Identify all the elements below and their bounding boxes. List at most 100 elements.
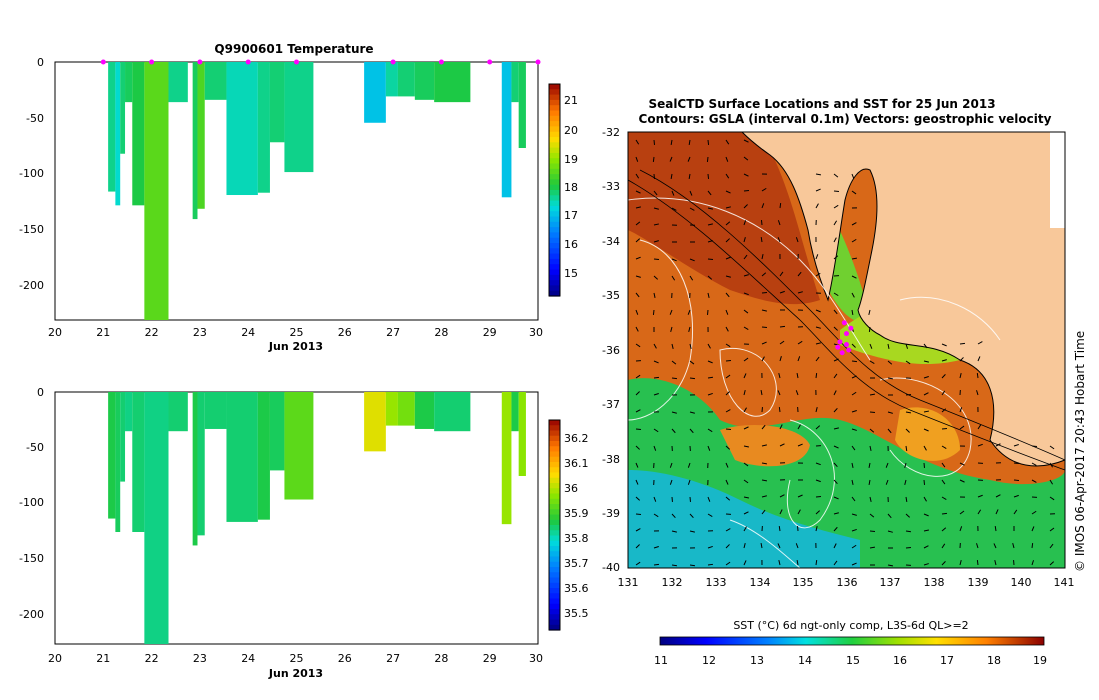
velocity-vector xyxy=(1013,444,1019,447)
profile-marker xyxy=(487,59,493,65)
colorbar-segment xyxy=(549,456,560,463)
colorbar-segment xyxy=(549,603,560,610)
velocity-vector xyxy=(887,377,894,380)
x-tick-label: 141 xyxy=(1054,576,1075,589)
colorbar-segment xyxy=(549,525,560,531)
velocity-vector xyxy=(994,525,997,532)
velocity-vector xyxy=(725,544,730,549)
velocity-vector xyxy=(669,462,673,468)
velocity-vector xyxy=(833,445,839,449)
velocity-vector xyxy=(707,563,714,566)
velocity-vector xyxy=(707,190,712,196)
colorbar-segment xyxy=(549,598,560,605)
velocity-vector xyxy=(725,326,729,332)
velocity-vector xyxy=(815,559,818,566)
colorbar-segment xyxy=(549,115,560,122)
velocity-vector xyxy=(653,207,659,210)
panel1-title: Q9900601 Temperature xyxy=(214,42,373,56)
velocity-vector xyxy=(815,356,820,362)
x-tick-label: 140 xyxy=(1011,576,1032,589)
velocity-vector xyxy=(707,207,713,210)
map-y-ticks: -32 -33 -34 -35 -36 -37 -38 -39 -40 xyxy=(602,126,620,574)
velocity-vector xyxy=(743,462,749,467)
velocity-vector xyxy=(976,559,979,566)
x-tick-label: 22 xyxy=(145,652,159,665)
velocity-vector xyxy=(671,343,674,349)
velocity-vector xyxy=(743,496,750,499)
x-tick-label: 30 xyxy=(529,326,543,339)
gsla-contours xyxy=(627,197,1001,569)
velocity-vector xyxy=(923,545,929,549)
colorbar-tick-label: 36 xyxy=(564,482,578,495)
velocity-vector xyxy=(993,543,997,549)
velocity-vector xyxy=(851,222,857,226)
colorbar-segment xyxy=(549,142,560,149)
colorbar-tick-label: 35.5 xyxy=(564,607,589,620)
velocity-vector xyxy=(653,275,659,280)
velocity-vector xyxy=(653,360,659,364)
velocity-vector xyxy=(725,206,731,209)
velocity-vector xyxy=(635,173,640,179)
velocity-vector xyxy=(725,496,731,501)
velocity-vector xyxy=(743,274,749,277)
colorbar-segment xyxy=(549,483,560,489)
seal-location-marker xyxy=(844,342,849,348)
velocity-vector xyxy=(669,479,673,485)
velocity-vector xyxy=(887,513,892,519)
velocity-vector xyxy=(635,238,641,243)
velocity-vector xyxy=(959,560,962,566)
velocity-vector xyxy=(868,479,871,486)
velocity-vector xyxy=(795,237,799,243)
velocity-vector xyxy=(885,462,889,468)
y-tick-label: 0 xyxy=(37,56,44,69)
velocity-vector xyxy=(815,510,821,515)
velocity-vector xyxy=(635,292,640,298)
colorbar-tick-label: 36.1 xyxy=(564,457,589,470)
y-tick-label: -34 xyxy=(602,235,620,248)
velocity-vector xyxy=(652,156,655,163)
velocity-vector xyxy=(725,462,729,468)
velocity-vector xyxy=(635,561,641,566)
velocity-vector xyxy=(653,393,659,396)
colorbar-segment xyxy=(549,137,560,143)
velocity-vector xyxy=(887,530,893,533)
x-tick-label: 139 xyxy=(968,576,989,589)
velocity-vector xyxy=(635,206,641,209)
velocity-vector xyxy=(777,543,781,549)
colorbar-tick-label: 20 xyxy=(564,124,578,137)
profile-cell xyxy=(226,62,258,196)
velocity-vector xyxy=(851,445,856,451)
velocity-vector xyxy=(635,221,641,226)
velocity-vector xyxy=(1031,542,1034,549)
velocity-vector xyxy=(887,360,893,365)
velocity-vector xyxy=(725,238,730,243)
velocity-vector xyxy=(707,445,711,451)
velocity-vector xyxy=(778,560,781,566)
colorbar-segment xyxy=(549,168,560,175)
velocity-vector xyxy=(635,496,641,501)
y-tick-label: -50 xyxy=(26,441,44,454)
velocity-vector xyxy=(635,445,640,450)
velocity-vector xyxy=(959,425,965,430)
y-tick-label: -37 xyxy=(602,398,620,411)
x-tick-label: 28 xyxy=(434,326,448,339)
profile-cell xyxy=(144,62,169,320)
velocity-vector xyxy=(707,240,713,243)
velocity-vector xyxy=(777,220,781,226)
x-tick-label: 134 xyxy=(750,576,771,589)
velocity-vector xyxy=(779,340,785,345)
x-tick-label: 23 xyxy=(193,652,207,665)
velocity-vector xyxy=(815,188,821,192)
colorbar-tick-label: 36.2 xyxy=(564,432,589,445)
colorbar-segment xyxy=(549,535,560,542)
velocity-vector xyxy=(1049,561,1055,566)
velocity-vector xyxy=(868,309,871,315)
colorbar-tick-label: 19 xyxy=(1033,654,1047,667)
velocity-vector xyxy=(815,425,821,430)
velocity-vector xyxy=(687,462,691,468)
y-tick-label: -36 xyxy=(602,344,620,357)
colorbar-segment xyxy=(549,200,560,207)
velocity-vector xyxy=(670,139,673,146)
velocity-vector xyxy=(743,426,749,430)
velocity-vector xyxy=(689,275,694,281)
